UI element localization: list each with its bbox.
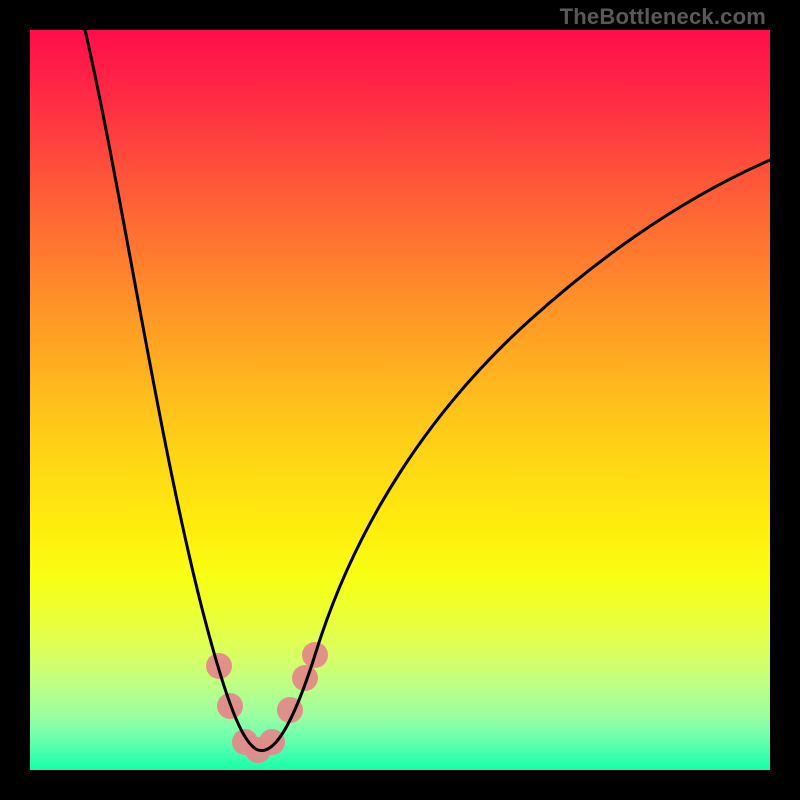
plot-area <box>30 30 770 770</box>
watermark-text: TheBottleneck.com <box>560 4 766 30</box>
curve-layer <box>30 30 770 770</box>
chart-frame: TheBottleneck.com <box>0 0 800 800</box>
highlight-band <box>206 642 328 763</box>
bottleneck-curve <box>85 30 770 751</box>
